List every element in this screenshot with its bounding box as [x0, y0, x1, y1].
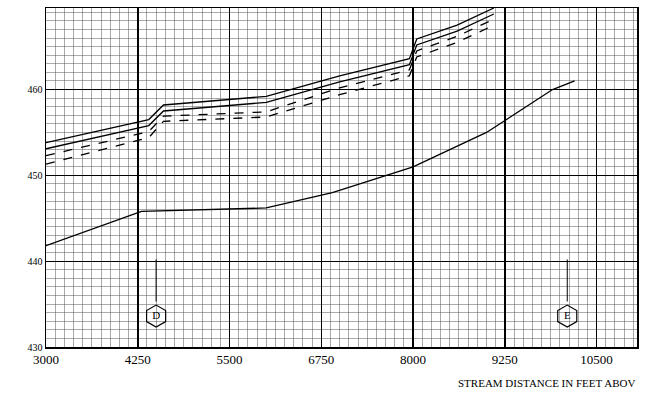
- svg-text:STREAM DISTANCE IN FEET ABOV: STREAM DISTANCE IN FEET ABOV: [458, 377, 635, 389]
- svg-text:5500: 5500: [217, 352, 243, 367]
- svg-text:9250: 9250: [492, 352, 518, 367]
- svg-text:8000: 8000: [400, 352, 426, 367]
- svg-text:D: D: [152, 309, 160, 321]
- svg-text:460: 460: [28, 84, 43, 95]
- svg-text:E: E: [564, 309, 571, 321]
- svg-text:440: 440: [28, 256, 43, 267]
- svg-text:430: 430: [28, 342, 43, 353]
- svg-text:10500: 10500: [580, 352, 613, 367]
- svg-text:450: 450: [28, 170, 43, 181]
- svg-text:4250: 4250: [125, 352, 151, 367]
- svg-text:3000: 3000: [33, 352, 59, 367]
- svg-text:6750: 6750: [308, 352, 334, 367]
